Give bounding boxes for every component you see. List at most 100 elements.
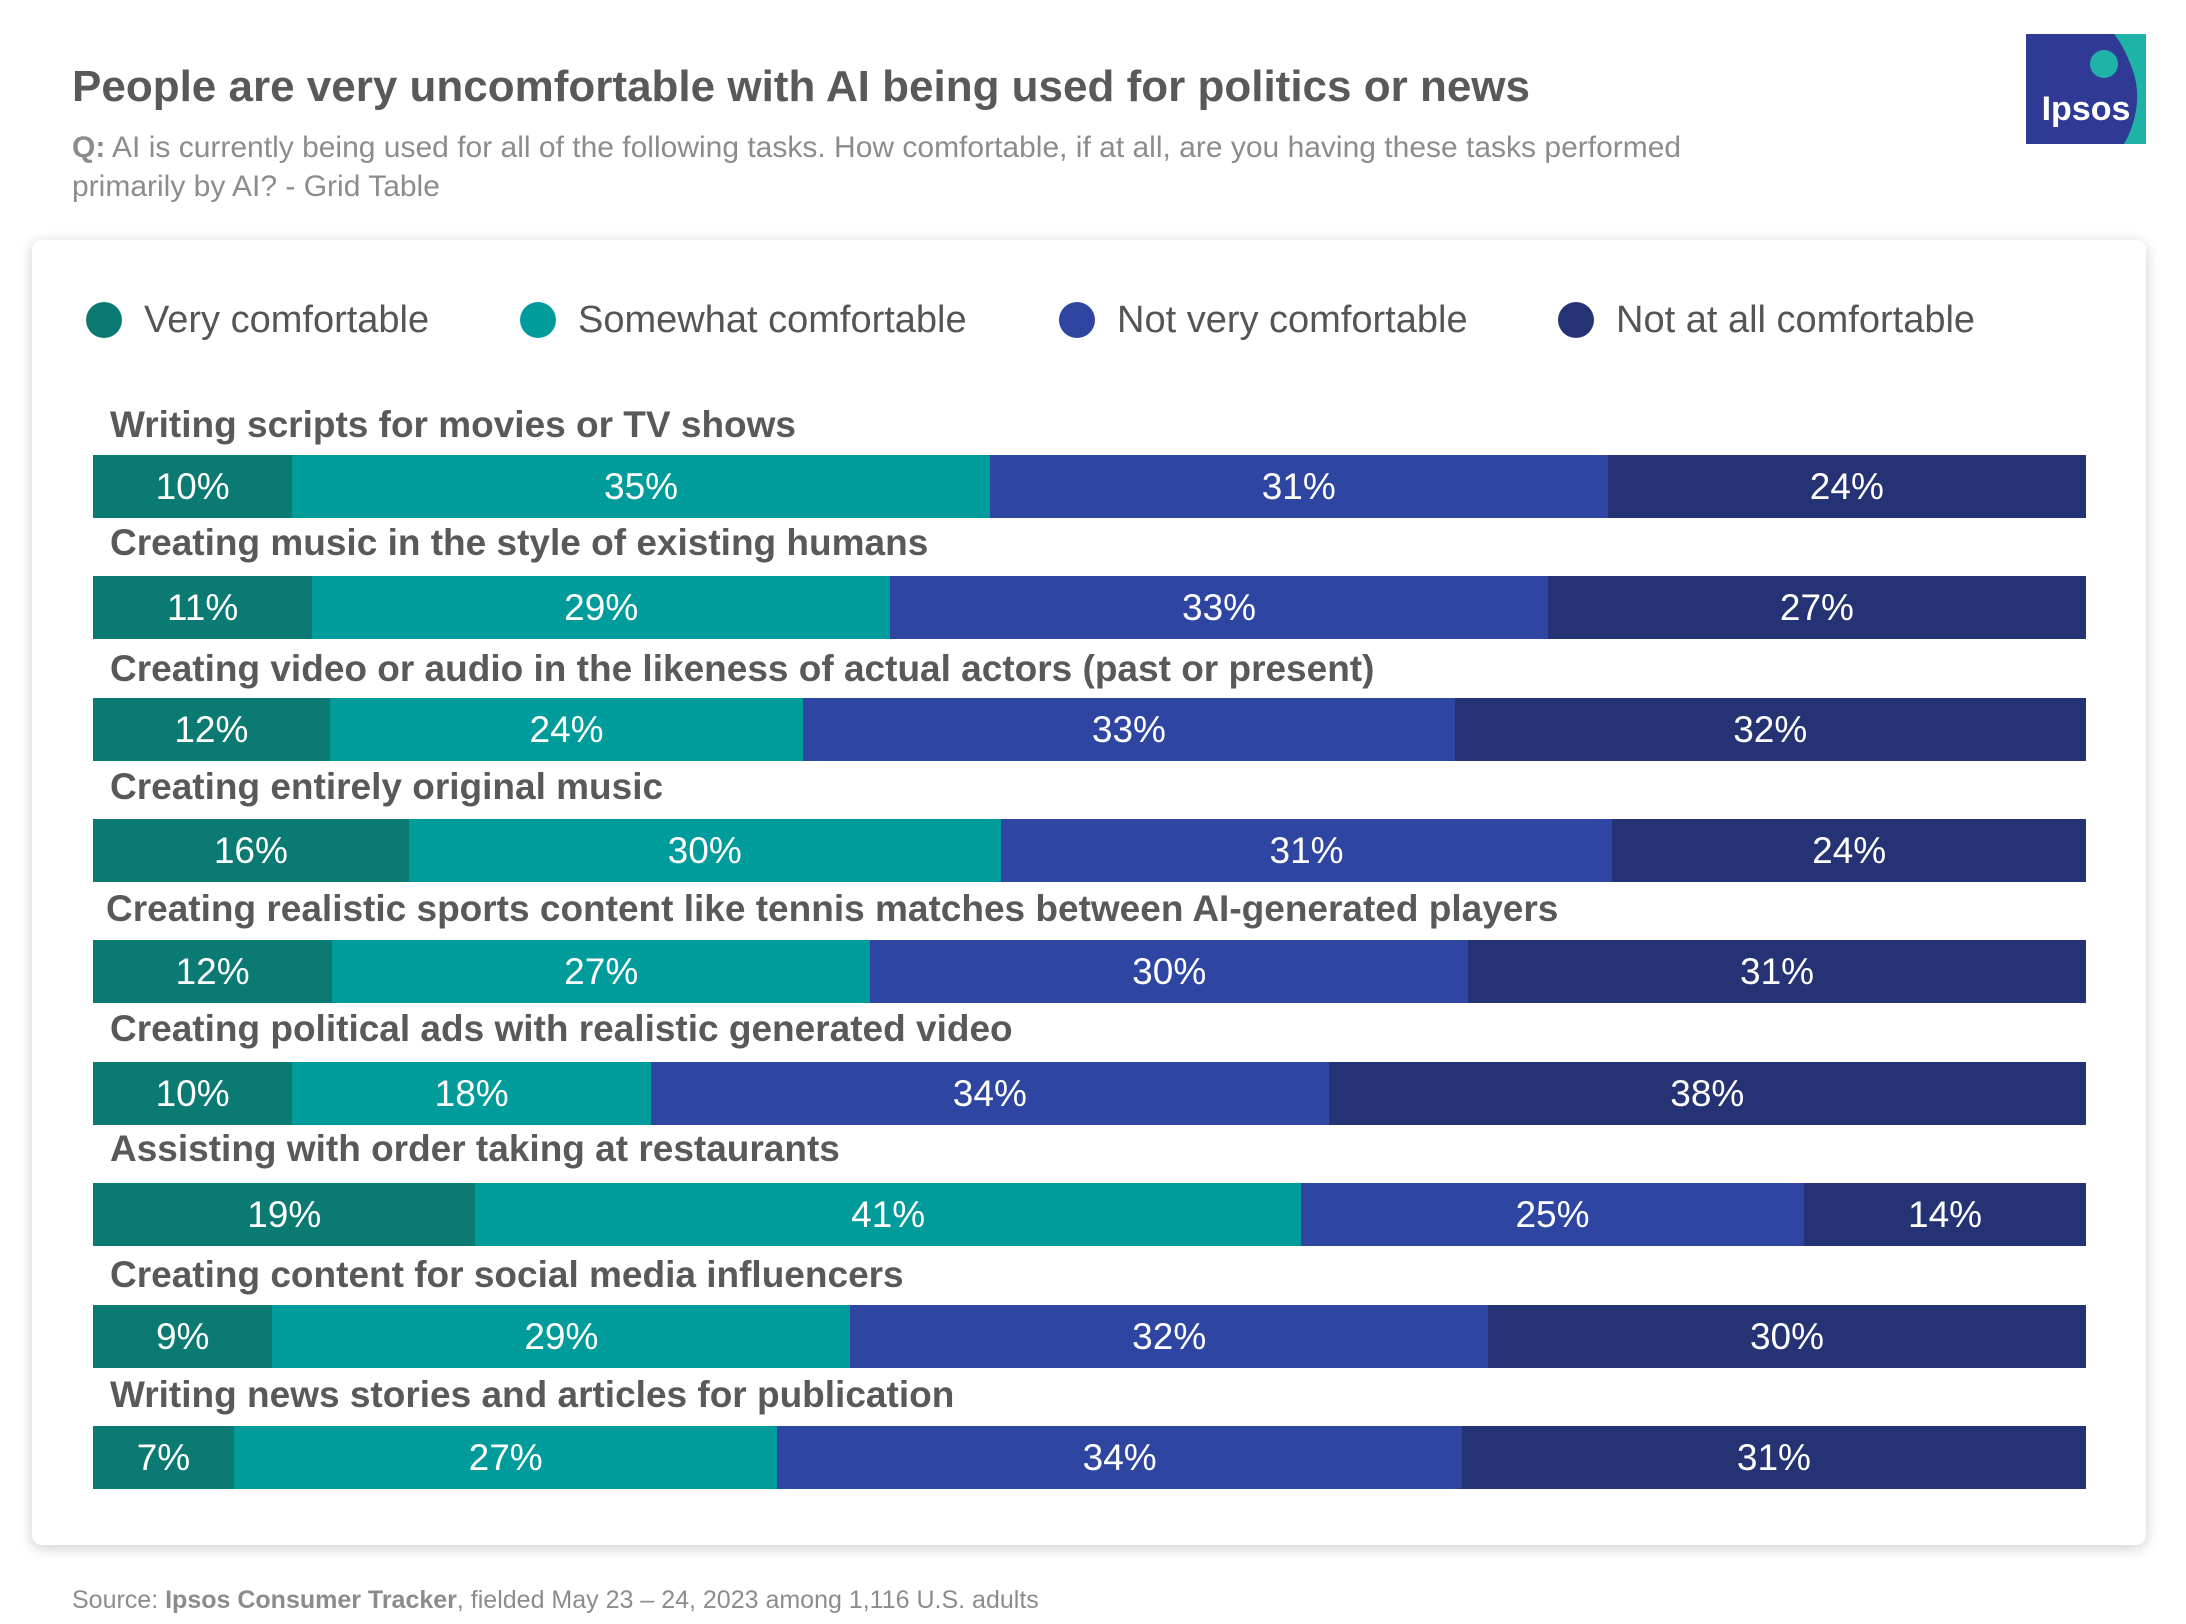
chart-title: People are very uncomfortable with AI be… — [72, 62, 1530, 111]
legend-dot-not-at-all — [1558, 302, 1594, 338]
logo-text: Ipsos — [2042, 90, 2131, 128]
data-label: 9% — [155, 1315, 210, 1357]
data-label: 24% — [1809, 465, 1884, 507]
legend-dot-very — [86, 302, 122, 338]
bar-segment-not-very: 33% — [890, 576, 1548, 639]
bar-segment-very: 12% — [93, 940, 333, 1003]
stacked-bar: 11% 29% 33% 27% — [93, 576, 2086, 639]
data-label: 31% — [1261, 465, 1336, 507]
source-rest: , fielded May 23 – 24, 2023 among 1,116 … — [456, 1586, 1039, 1614]
legend-dot-not-very — [1059, 302, 1095, 338]
row-label: Creating video or audio in the likeness … — [110, 648, 1375, 689]
data-label: 16% — [213, 829, 288, 871]
bar-segment-very: 19% — [93, 1183, 476, 1246]
bar-segment-somewhat: 27% — [233, 1426, 778, 1489]
stacked-bar: 9% 29% 32% 30% — [93, 1305, 2086, 1368]
question-label: Q: — [72, 131, 106, 164]
legend-dot-somewhat — [520, 302, 556, 338]
stacked-bar: 12% 24% 33% 32% — [93, 698, 2086, 761]
data-label: 31% — [1736, 1436, 1811, 1478]
source-note: Source: Ipsos Consumer Tracker, fielded … — [72, 1586, 1039, 1615]
row-label: Writing news stories and articles for pu… — [110, 1374, 955, 1415]
bar-segment-not-at-all: 32% — [1454, 698, 2086, 761]
data-label: 34% — [1082, 1436, 1157, 1478]
data-label: 41% — [851, 1193, 926, 1235]
bar-segment-not-very: 31% — [989, 455, 1608, 518]
row-label: Assisting with order taking at restauran… — [110, 1128, 840, 1169]
bar-segment-not-at-all: 31% — [1461, 1426, 2086, 1489]
bar-segment-not-at-all: 38% — [1328, 1062, 2086, 1125]
stacked-bar: 10% 35% 31% 24% — [93, 455, 2086, 518]
logo-teal-shape — [2114, 34, 2146, 144]
data-label: 29% — [564, 586, 639, 628]
data-label: 18% — [434, 1072, 509, 1114]
data-label: 27% — [468, 1436, 543, 1478]
bar-segment-not-at-all: 30% — [1488, 1305, 2086, 1368]
data-label: 25% — [1515, 1193, 1590, 1235]
legend-item-not-at-all: Not at all comfortable — [1558, 294, 1975, 346]
logo-head-icon — [2090, 50, 2118, 78]
legend-label-somewhat: Somewhat comfortable — [578, 298, 967, 341]
bar-segment-somewhat: 29% — [312, 576, 891, 639]
bar-segment-very: 11% — [93, 576, 313, 639]
bar-segment-somewhat: 29% — [272, 1305, 851, 1368]
row-label: Creating realistic sports content like t… — [106, 888, 1559, 929]
bar-segment-not-at-all: 14% — [1804, 1183, 2086, 1246]
data-label: 33% — [1091, 708, 1166, 750]
data-label: 33% — [1182, 586, 1257, 628]
bar-segment-not-at-all: 24% — [1612, 819, 2086, 882]
row-label: Creating content for social media influe… — [110, 1254, 904, 1295]
bar-segment-very: 7% — [93, 1426, 234, 1489]
data-label: 11% — [166, 586, 239, 628]
bar-segment-somewhat: 24% — [329, 698, 804, 761]
bar-segment-not-very: 34% — [651, 1062, 1329, 1125]
data-label: 10% — [155, 465, 230, 507]
stacked-bar: 7% 27% 34% 31% — [93, 1426, 2086, 1489]
bar-segment-very: 16% — [93, 819, 409, 882]
data-label: 24% — [529, 708, 604, 750]
chart-question: Q: AI is currently being used for all of… — [72, 128, 1722, 206]
stacked-bar: 19% 41% 25% 14% — [93, 1183, 2086, 1246]
stacked-bar: 12% 27% 30% 31% — [93, 940, 2086, 1003]
bar-segment-somewhat: 18% — [292, 1062, 652, 1125]
source-name: Ipsos Consumer Tracker — [165, 1586, 457, 1614]
bar-segment-very: 10% — [93, 1062, 293, 1125]
data-label: 29% — [524, 1315, 599, 1357]
data-label: 30% — [1749, 1315, 1825, 1357]
row-label: Writing scripts for movies or TV shows — [110, 404, 796, 445]
bar-segment-somewhat: 27% — [332, 940, 871, 1003]
data-label: 38% — [1670, 1072, 1745, 1114]
bar-segment-not-very: 33% — [803, 698, 1455, 761]
bar-segment-not-at-all: 27% — [1547, 576, 2086, 639]
bar-segment-not-very: 30% — [870, 940, 1469, 1003]
row-label: Creating music in the style of existing … — [110, 522, 929, 563]
bar-segment-somewhat: 41% — [475, 1183, 1301, 1246]
bar-segment-very: 12% — [93, 698, 330, 761]
data-label: 24% — [1812, 829, 1887, 871]
row-label: Creating entirely original music — [110, 766, 664, 807]
bar-segment-very: 9% — [93, 1305, 273, 1368]
bar-segment-not-at-all: 24% — [1607, 455, 2086, 518]
bar-segment-very: 10% — [93, 455, 293, 518]
data-label: 34% — [952, 1072, 1027, 1114]
data-label: 12% — [174, 708, 249, 750]
data-label: 32% — [1132, 1315, 1207, 1357]
bar-segment-not-very: 34% — [777, 1426, 1462, 1489]
legend-item-very: Very comfortable — [86, 294, 429, 346]
legend-item-not-very: Not very comfortable — [1059, 294, 1468, 346]
legend-label-very: Very comfortable — [144, 298, 430, 341]
data-label: 27% — [1779, 586, 1854, 628]
data-label: 30% — [667, 829, 742, 871]
data-label: 14% — [1908, 1193, 1983, 1235]
ipsos-logo: Ipsos — [2026, 34, 2146, 144]
bar-segment-not-very: 31% — [1000, 819, 1613, 882]
data-label: 27% — [564, 950, 639, 992]
data-label: 35% — [604, 465, 679, 507]
stacked-bar: 16% 30% 31% 24% — [93, 819, 2086, 882]
data-label: 10% — [155, 1072, 230, 1114]
data-label: 12% — [175, 950, 250, 992]
source-prefix: Source: — [72, 1586, 166, 1614]
data-label: 19% — [247, 1193, 322, 1235]
data-label: 30% — [1132, 950, 1207, 992]
data-label: 31% — [1740, 950, 1815, 992]
